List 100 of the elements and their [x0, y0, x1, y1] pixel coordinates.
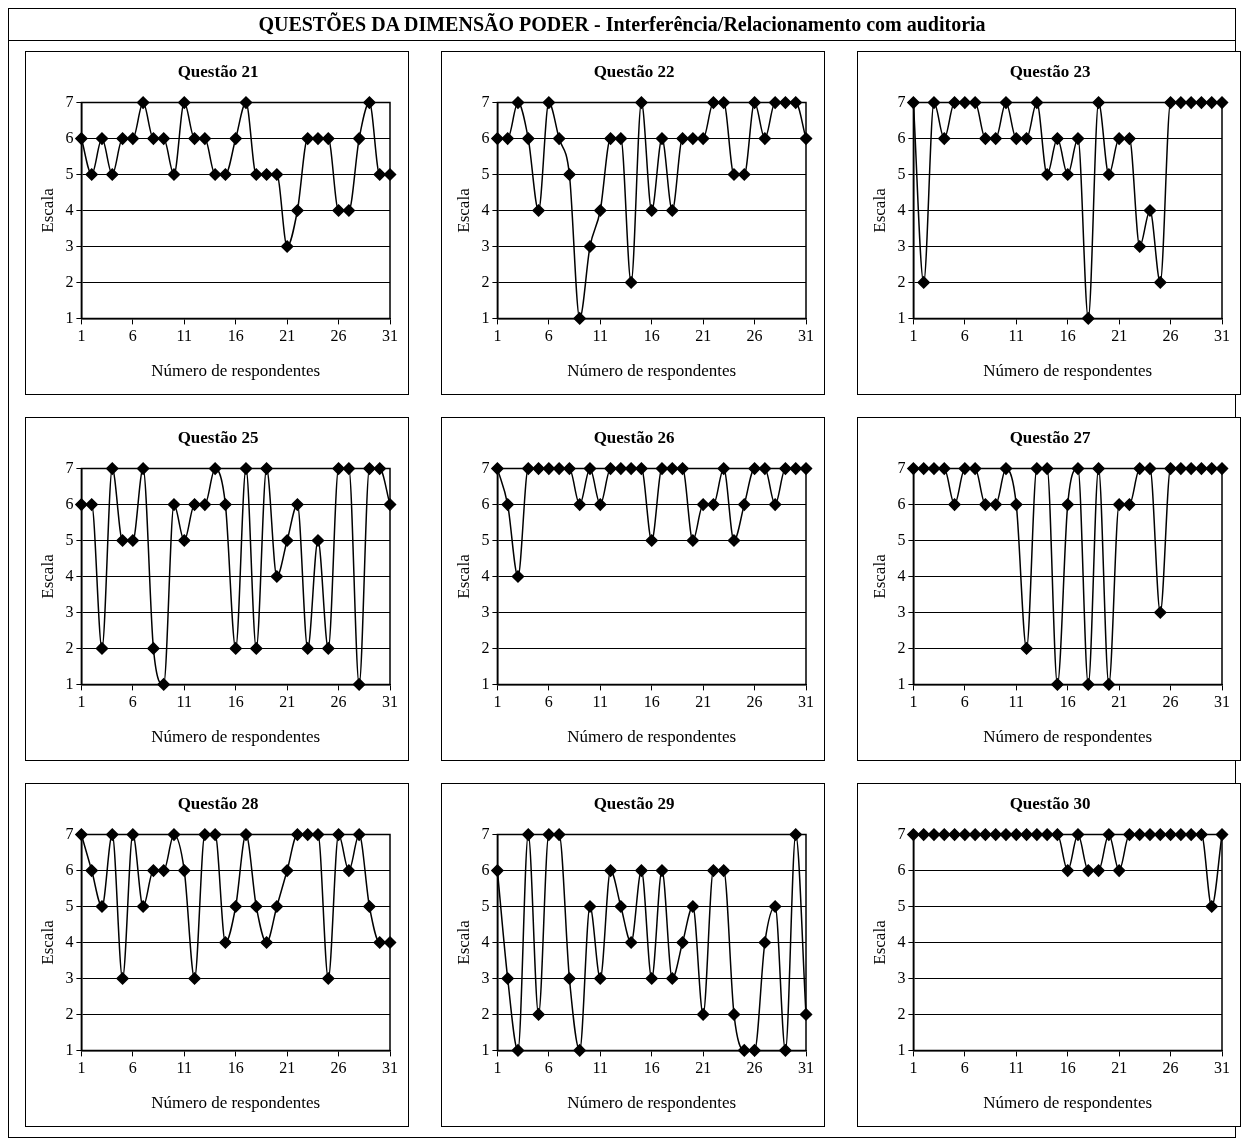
point	[686, 132, 700, 145]
y-tick-label: 2	[897, 1004, 906, 1022]
point	[727, 168, 741, 181]
x-axis-title: Número de respondentes	[567, 727, 737, 747]
point	[624, 462, 638, 475]
point	[311, 534, 325, 547]
y-tick-label: 5	[481, 896, 490, 914]
y-tick-label: 6	[481, 860, 490, 878]
point	[229, 900, 242, 913]
point	[1071, 132, 1085, 145]
y-tick-label: 3	[65, 968, 74, 986]
x-tick-label: 26	[330, 693, 347, 711]
point	[1102, 168, 1116, 181]
chart-title: Questão 26	[592, 428, 676, 448]
y-tick-label: 7	[897, 824, 906, 842]
point	[594, 972, 607, 985]
point	[352, 828, 366, 841]
y-tick-label: 7	[481, 458, 490, 476]
point	[1123, 132, 1136, 145]
point	[136, 462, 150, 475]
x-tick-label: 21	[1111, 327, 1128, 345]
point	[655, 132, 669, 145]
chart-title: Questão 28	[176, 794, 260, 814]
point	[707, 864, 720, 877]
point	[167, 498, 181, 511]
point	[907, 96, 920, 109]
x-tick-label: 21	[279, 327, 296, 345]
x-tick-label: 26	[1162, 327, 1179, 345]
y-tick-label: 5	[897, 530, 906, 548]
x-tick-label: 16	[643, 1059, 660, 1077]
point	[491, 864, 504, 877]
point	[95, 132, 109, 145]
point	[136, 96, 150, 109]
point	[147, 864, 160, 877]
y-tick-label: 7	[481, 824, 490, 842]
x-tick-label: 6	[960, 693, 969, 711]
y-tick-label: 2	[897, 272, 906, 290]
x-tick-label: 26	[746, 327, 763, 345]
chart-title: Questão 23	[1008, 62, 1092, 82]
point	[1102, 828, 1116, 841]
x-tick-label: 16	[227, 1059, 244, 1077]
y-tick-label: 1	[897, 674, 906, 692]
point	[604, 864, 617, 877]
point	[208, 462, 222, 475]
x-tick-label: 1	[493, 693, 502, 711]
x-tick-label: 11	[1008, 693, 1024, 711]
point	[270, 900, 284, 913]
x-tick-label: 31	[1214, 693, 1230, 711]
y-tick-label: 4	[897, 566, 906, 584]
x-tick-label: 11	[592, 1059, 608, 1077]
x-tick-label: 31	[798, 327, 814, 345]
point	[250, 900, 263, 913]
x-axis-title: Número de respondentes	[983, 727, 1153, 747]
point	[85, 498, 98, 511]
y-tick-label: 2	[481, 638, 490, 656]
point	[188, 132, 201, 145]
point	[157, 864, 170, 877]
point	[758, 462, 772, 475]
y-tick-label: 2	[65, 638, 74, 656]
y-tick-label: 4	[65, 200, 74, 218]
x-axis-title: Número de respondentes	[151, 361, 321, 381]
point	[1154, 276, 1167, 289]
point	[219, 498, 232, 511]
point	[1143, 204, 1157, 217]
y-tick-label: 5	[897, 896, 906, 914]
point	[624, 936, 638, 949]
x-tick-label: 11	[176, 693, 192, 711]
y-tick-label: 6	[897, 128, 906, 146]
y-tick-label: 5	[65, 530, 74, 548]
point	[116, 534, 129, 547]
y-tick-label: 4	[481, 566, 490, 584]
point	[655, 864, 669, 877]
y-tick-label: 3	[65, 236, 74, 254]
y-tick-label: 1	[481, 308, 490, 326]
y-tick-label: 6	[897, 494, 906, 512]
point	[727, 534, 741, 547]
point	[1061, 864, 1074, 877]
x-tick-label: 11	[176, 1059, 192, 1077]
x-tick-label: 26	[1162, 693, 1179, 711]
x-tick-label: 26	[746, 1059, 763, 1077]
chart-title: Questão 21	[176, 62, 260, 82]
point	[727, 1008, 741, 1021]
x-tick-label: 21	[279, 693, 296, 711]
y-tick-label: 1	[897, 1040, 906, 1058]
point	[95, 642, 109, 655]
point	[1020, 642, 1033, 655]
x-tick-label: 31	[382, 693, 398, 711]
point	[1040, 462, 1054, 475]
y-tick-label: 4	[481, 932, 490, 950]
point	[1112, 864, 1126, 877]
point	[645, 534, 658, 547]
point	[624, 276, 638, 289]
point	[1154, 606, 1167, 619]
point	[1040, 828, 1054, 841]
point	[229, 642, 242, 655]
point	[532, 204, 545, 217]
point	[198, 132, 212, 145]
point	[342, 462, 356, 475]
point	[552, 828, 566, 841]
point	[188, 498, 201, 511]
